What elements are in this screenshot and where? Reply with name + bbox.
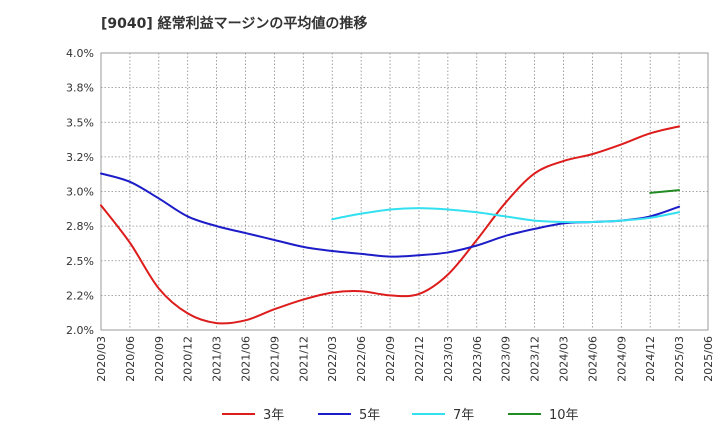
y-tick-label: 3.2%: [66, 151, 94, 164]
legend-label: 5年: [359, 408, 380, 423]
grid-layer: [101, 53, 708, 330]
x-tick-label: 2020/12: [182, 336, 195, 382]
y-tick-label: 3.5%: [66, 116, 94, 129]
chart-title: [9040] 経常利益マージンの平均値の推移: [101, 16, 368, 32]
x-tick-label: 2020/03: [95, 336, 108, 382]
series-line-3: [331, 207, 681, 224]
y-tick-label: 2.5%: [66, 255, 94, 268]
y-tick-label: 2.8%: [66, 220, 94, 233]
series-layer: [100, 125, 681, 325]
x-tick-label: 2023/12: [529, 336, 542, 382]
x-tick-label: 2024/06: [586, 336, 599, 382]
x-tick-labels: 2020/03 2020/06 2020/09 2020/12 2021/03 2021/…: [95, 336, 715, 382]
series-line-4: [649, 189, 681, 194]
x-tick-label: 2023/06: [471, 336, 484, 382]
x-tick-label: 2022/12: [413, 336, 426, 382]
x-tick-label: 2022/09: [384, 336, 397, 382]
y-tick-labels: 2.0% 2.2% 2.5% 2.8% 3.0% 3.2% 3.5% 3.8% 4.0%: [66, 47, 94, 337]
x-tick-label: 2020/09: [153, 336, 166, 382]
y-tick-label: 3.0%: [66, 186, 94, 199]
x-tick-label: 2024/12: [644, 336, 657, 382]
y-tick-label: 2.2%: [66, 289, 94, 302]
plot-frame: [100, 52, 709, 331]
x-tick-label: 2021/06: [240, 336, 253, 382]
legend: 3年 5年 7年 10年: [222, 408, 579, 423]
x-tick-label: 2021/09: [268, 336, 281, 382]
x-tick-label: 2022/03: [326, 336, 339, 382]
y-tick-label: 2.0%: [66, 324, 94, 337]
y-tick-label: 4.0%: [66, 47, 94, 60]
y-tick-label: 3.8%: [66, 82, 94, 95]
x-tick-label: 2021/12: [297, 336, 310, 382]
x-tick-label: 2022/06: [355, 336, 368, 382]
x-tick-label: 2024/09: [615, 336, 628, 382]
series-line-1: [100, 125, 681, 325]
x-tick-label: 2023/03: [442, 336, 455, 382]
x-tick-label: 2025/03: [673, 336, 686, 382]
legend-label: 3年: [263, 408, 284, 423]
x-tick-label: 2024/03: [557, 336, 570, 382]
legend-label: 7年: [453, 408, 474, 423]
x-tick-label: 2020/06: [124, 336, 137, 382]
legend-label: 10年: [549, 408, 579, 423]
x-tick-label: 2025/06: [702, 336, 715, 382]
x-tick-label: 2023/09: [500, 336, 513, 382]
x-tick-label: 2021/03: [211, 336, 224, 382]
